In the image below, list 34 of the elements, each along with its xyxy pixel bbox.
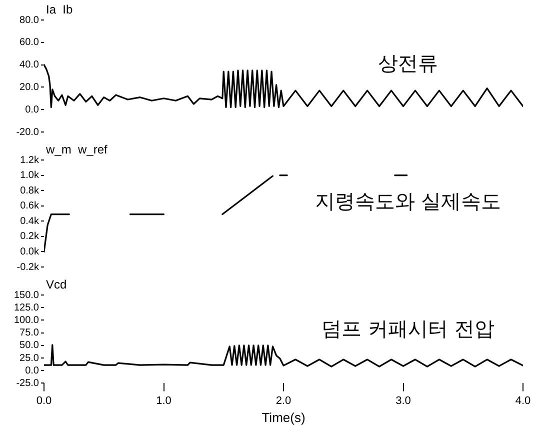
y-tick-label: 125.0: [14, 302, 40, 314]
x-tick-label: 2.0: [276, 394, 292, 407]
y-tick-label: 60.0: [20, 37, 40, 48]
annotation: 상전류: [378, 51, 438, 76]
y-tick-label: 150.0: [14, 290, 40, 301]
x-tick-label: 3.0: [396, 394, 411, 407]
y-tick-label: 75.0: [20, 328, 40, 339]
y-tick-label: 50.0: [20, 340, 40, 352]
x-axis-title: Time(s): [262, 410, 306, 425]
y-axis-title: w_m w_ref: [45, 142, 108, 156]
y-tick-label: 25.0: [20, 352, 40, 364]
y-tick-label: 40.0: [20, 60, 40, 71]
y-tick-label: 0.0: [25, 104, 40, 116]
x-tick-label: 0.0: [36, 394, 52, 407]
y-tick-label: 0.0k: [20, 246, 40, 258]
annotation: 덤프 커패시터 전압: [322, 316, 494, 340]
y-axis-title: Vcd: [46, 277, 67, 292]
y-axis-title: Ia Ib: [46, 2, 74, 16]
y-tick-label: 1.0k: [20, 170, 40, 182]
y-tick-label: 0.0: [25, 365, 40, 376]
y-tick-label: 80.0: [20, 14, 40, 26]
y-tick-label: 0.2k: [20, 231, 40, 242]
y-tick-label: 1.2k: [20, 154, 40, 166]
x-tick-label: 4.0: [515, 394, 531, 407]
y-tick-label: -0.2k: [16, 262, 40, 273]
y-tick-label: 0.4k: [20, 216, 40, 227]
x-tick-label: 1.0: [156, 394, 172, 407]
y-tick-label: 0.6k: [20, 200, 40, 212]
annotation: 지령속도와 실제속도: [314, 189, 502, 214]
y-tick-label: -20.0: [16, 126, 40, 138]
y-tick-label: 100.0: [14, 314, 40, 326]
y-tick-label: 0.8k: [20, 185, 40, 196]
y-tick-label: 20.0: [20, 82, 40, 93]
y-tick-label: -25.0: [16, 378, 40, 389]
